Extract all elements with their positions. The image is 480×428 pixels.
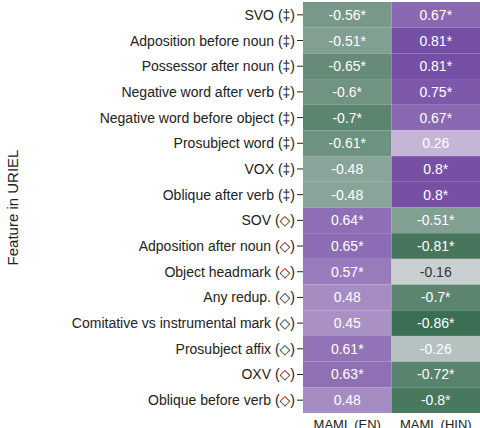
svg-text:-0.16: -0.16 <box>420 264 452 280</box>
svg-text:0.61*: 0.61* <box>331 341 364 357</box>
svg-text:-0.51*: -0.51* <box>417 212 455 228</box>
svg-text:Adposition after noun (◇): Adposition after noun (◇) <box>139 238 295 254</box>
svg-text:0.81*: 0.81* <box>419 33 452 49</box>
svg-text:-0.65*: -0.65* <box>329 58 367 74</box>
svg-text:0.67*: 0.67* <box>419 7 452 23</box>
svg-text:-0.72*: -0.72* <box>417 366 455 382</box>
svg-text:-0.56*: -0.56* <box>329 7 367 23</box>
svg-text:Oblique after verb (‡): Oblique after verb (‡) <box>163 187 295 203</box>
svg-text:0.65*: 0.65* <box>331 238 364 254</box>
svg-text:0.81*: 0.81* <box>419 58 452 74</box>
svg-text:0.8*: 0.8* <box>423 161 448 177</box>
svg-text:0.64*: 0.64* <box>331 212 364 228</box>
svg-text:Feature in URIEL: Feature in URIEL <box>8 150 20 266</box>
svg-text:MAML (HIN): MAML (HIN) <box>400 417 472 428</box>
svg-text:Prosubject affix (◇): Prosubject affix (◇) <box>176 341 295 357</box>
svg-text:0.48: 0.48 <box>334 392 361 408</box>
svg-text:-0.8*: -0.8* <box>421 392 451 408</box>
svg-text:-0.26: -0.26 <box>420 341 452 357</box>
svg-text:0.67*: 0.67* <box>419 110 452 126</box>
svg-text:Possessor after noun (‡): Possessor after noun (‡) <box>142 58 295 74</box>
svg-text:-0.48: -0.48 <box>331 187 363 203</box>
svg-text:Negative word before object (‡: Negative word before object (‡) <box>100 110 295 126</box>
svg-text:VOX (‡): VOX (‡) <box>244 161 295 177</box>
svg-text:0.57*: 0.57* <box>331 264 364 280</box>
svg-text:Comitative vs instrumental mar: Comitative vs instrumental mark (◇) <box>72 315 295 331</box>
svg-text:Adposition before noun (‡): Adposition before noun (‡) <box>130 33 295 49</box>
svg-text:0.63*: 0.63* <box>331 366 364 382</box>
svg-text:Object headmark (◇): Object headmark (◇) <box>164 264 295 280</box>
svg-text:Any redup. (◇): Any redup. (◇) <box>203 289 295 305</box>
svg-text:Prosubject word (‡): Prosubject word (‡) <box>174 135 295 151</box>
svg-text:-0.7*: -0.7* <box>421 289 451 305</box>
svg-text:-0.86*: -0.86* <box>417 315 455 331</box>
svg-text:0.75*: 0.75* <box>419 84 452 100</box>
svg-text:MAML (EN): MAML (EN) <box>314 417 381 428</box>
svg-text:Oblique before verb (◇): Oblique before verb (◇) <box>148 392 295 408</box>
svg-text:-0.51*: -0.51* <box>329 33 367 49</box>
svg-text:0.48: 0.48 <box>334 289 361 305</box>
svg-text:0.8*: 0.8* <box>423 187 448 203</box>
svg-text:-0.61*: -0.61* <box>329 135 367 151</box>
svg-text:OXV (◇): OXV (◇) <box>241 366 295 382</box>
svg-text:Negative word after verb (‡): Negative word after verb (‡) <box>121 84 295 100</box>
svg-text:SOV (◇): SOV (◇) <box>241 212 295 228</box>
svg-text:-0.48: -0.48 <box>331 161 363 177</box>
svg-text:-0.81*: -0.81* <box>417 238 455 254</box>
svg-text:-0.6*: -0.6* <box>332 84 362 100</box>
svg-text:0.26: 0.26 <box>422 135 449 151</box>
svg-text:SVO (‡): SVO (‡) <box>244 7 295 23</box>
svg-text:0.45: 0.45 <box>334 315 361 331</box>
svg-text:-0.7*: -0.7* <box>332 110 362 126</box>
